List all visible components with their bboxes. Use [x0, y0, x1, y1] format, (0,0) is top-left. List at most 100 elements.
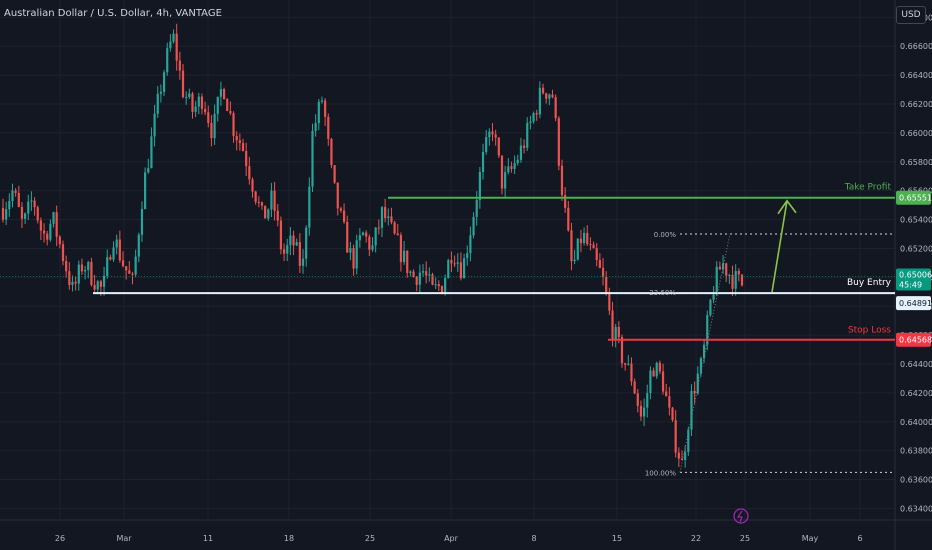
buy-entry-price-tag — [896, 296, 931, 311]
candle-body — [564, 195, 567, 208]
candle-body — [333, 165, 336, 183]
price-tick-label: 0.63800 — [900, 447, 932, 456]
buy-entry-label: Buy Entry — [847, 278, 892, 288]
time-tick-label: Mar — [116, 534, 132, 543]
candle-body — [55, 212, 58, 237]
candle-body — [459, 262, 463, 279]
candle-body — [121, 260, 125, 267]
candle-body — [232, 113, 235, 136]
candle-body — [374, 227, 377, 246]
candle-body — [226, 98, 229, 112]
projection-arrow-shaft[interactable] — [771, 200, 788, 293]
currency-button[interactable]: USD — [896, 6, 926, 24]
candle-body — [504, 172, 507, 189]
time-axis[interactable]: 26 Mar 11 18 25 Apr 8 15 22 25 May 6 — [0, 519, 932, 543]
drawings-layer[interactable]: Take Profit Buy Entry Stop Loss 0.00% 23.60%… — [0, 183, 895, 478]
candle-body — [181, 70, 185, 98]
candle-body — [241, 143, 245, 151]
candle-body — [665, 391, 668, 397]
candle-body — [301, 258, 305, 266]
stop-loss-label: Stop Loss — [848, 326, 891, 336]
candle-body — [336, 182, 339, 209]
candle-body — [222, 89, 226, 99]
candle-body — [311, 130, 314, 187]
candle-body — [292, 235, 295, 246]
candle-body — [526, 122, 529, 148]
candle-body — [671, 407, 674, 421]
candle-body — [358, 235, 361, 241]
candle-body — [690, 390, 693, 430]
candle-body — [494, 134, 497, 138]
candle-body — [153, 113, 156, 137]
candle-body — [61, 244, 65, 261]
event-marker-icon[interactable] — [733, 508, 749, 524]
time-tick-label: May — [802, 534, 819, 543]
candle-body — [415, 276, 418, 285]
candle-body — [267, 209, 270, 219]
grid-layer — [0, 0, 895, 520]
candle-body — [295, 242, 298, 246]
take-profit-label: Take Profit — [844, 183, 892, 193]
candle-body — [17, 192, 20, 207]
candle-body — [560, 165, 564, 196]
candle-body — [210, 122, 213, 139]
candle-body — [434, 284, 437, 286]
candle-body — [624, 363, 627, 365]
candle-body — [216, 96, 219, 114]
candle-body — [728, 274, 731, 276]
candle-body — [49, 223, 52, 240]
candle-body — [516, 159, 519, 164]
price-tick-label: 0.63400 — [900, 504, 932, 513]
candle-body — [646, 393, 649, 408]
candle-body — [447, 260, 450, 279]
candle-body — [279, 220, 283, 250]
candle-body — [204, 108, 207, 113]
candle-body — [399, 235, 403, 263]
candle-body — [365, 232, 368, 237]
candle-body — [219, 89, 223, 97]
candle-body — [406, 250, 409, 274]
candle-body — [298, 242, 301, 266]
candle-body — [191, 93, 194, 112]
price-tick-label: 0.65200 — [900, 244, 932, 253]
countdown-text: 45:49 — [899, 280, 922, 289]
candle-body — [551, 94, 554, 98]
candle-body — [462, 258, 466, 279]
candle-body — [611, 310, 614, 340]
candle-body — [472, 216, 475, 236]
candle-body — [8, 200, 11, 210]
candle-body — [684, 451, 687, 460]
candle-body — [652, 370, 655, 377]
projection-arrow-head[interactable] — [777, 199, 797, 215]
candle-body — [620, 337, 624, 364]
price-tick-label: 0.66200 — [900, 100, 932, 109]
candle-body — [450, 260, 453, 264]
candle-body — [289, 235, 292, 246]
candle-body — [147, 168, 150, 173]
candle-body — [478, 171, 481, 201]
candle-body — [200, 96, 204, 109]
candle-body — [197, 96, 200, 107]
price-tick-label: 0.66600 — [900, 42, 932, 51]
candle-body — [238, 140, 241, 144]
candle-body — [368, 236, 371, 250]
candle-body — [456, 262, 459, 264]
candle-body — [5, 209, 8, 220]
candle-body — [605, 276, 608, 294]
candle-body — [677, 452, 680, 459]
candle-body — [355, 240, 358, 269]
candle-body — [276, 210, 279, 221]
candle-body — [109, 257, 112, 260]
candle-body — [134, 256, 137, 275]
symbol-title[interactable]: Australian Dollar / U.S. Dollar, 4h, VAN… — [4, 8, 222, 19]
candle-body — [30, 200, 33, 202]
time-tick-label: 15 — [612, 534, 622, 543]
candle-body — [102, 275, 106, 287]
candle-body — [213, 113, 216, 139]
candle-body — [709, 299, 712, 316]
candle-body — [282, 249, 286, 254]
candle-body — [500, 155, 504, 189]
candle-body — [330, 138, 333, 166]
candle-body — [270, 190, 273, 210]
